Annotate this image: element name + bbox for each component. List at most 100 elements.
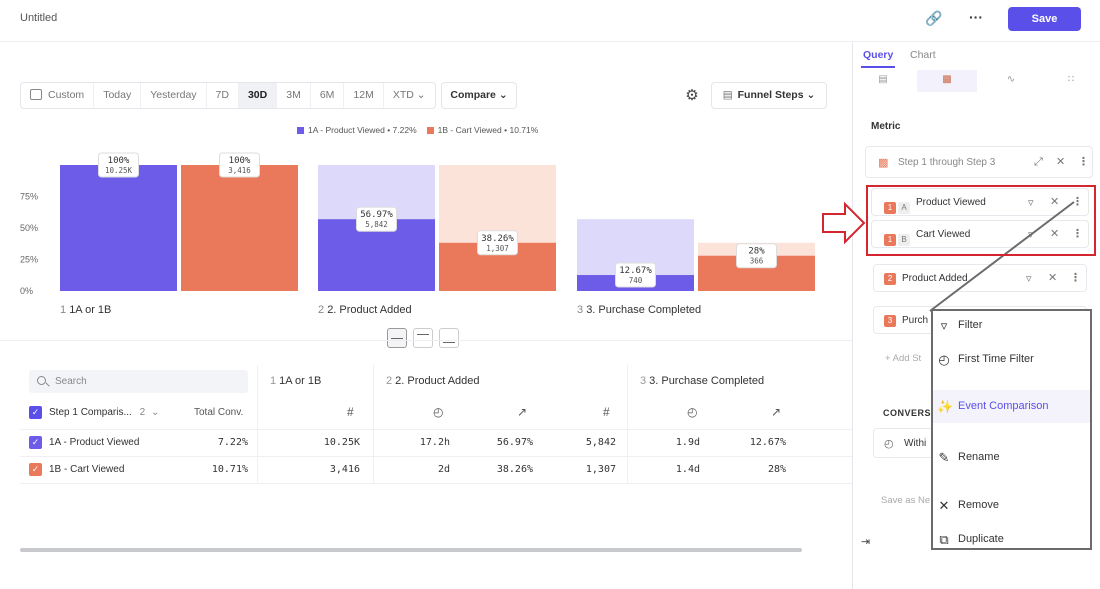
count-icon: # xyxy=(603,405,610,419)
date-range-3m[interactable]: 3M xyxy=(277,83,311,108)
add-step-button[interactable]: + Add St xyxy=(885,353,922,364)
legend-item-1b[interactable]: 1B - Cart Viewed • 10.71% xyxy=(426,125,538,135)
table-cell-time: 17.2h xyxy=(419,437,450,448)
menu-item-duplicate[interactable]: ⧉ Duplicate xyxy=(933,525,1090,555)
table-cell-pct: 56.97% xyxy=(496,437,533,448)
data-label-box xyxy=(736,243,777,269)
tab-query[interactable]: Query xyxy=(863,49,894,61)
table-row-name: 1A - Product Viewed xyxy=(49,437,140,448)
gear-icon[interactable]: ⚙ xyxy=(685,87,699,104)
more-horizontal-icon[interactable]: ··· xyxy=(969,9,983,25)
date-range-12m[interactable]: 12M xyxy=(344,83,384,108)
view-split-toggle[interactable] xyxy=(387,328,407,348)
date-range-7d[interactable]: 7D xyxy=(207,83,239,108)
date-range-yesterday[interactable]: Yesterday xyxy=(141,83,207,108)
menu-item-remove[interactable]: ✕ Remove xyxy=(938,498,999,513)
date-range-today[interactable]: Today xyxy=(94,83,142,108)
filter-icon[interactable]: ▿ xyxy=(1026,273,1032,285)
save-as-new-button[interactable]: Save as Ne xyxy=(881,495,931,506)
menu-item-filter[interactable]: ▿ Filter xyxy=(933,311,1090,341)
category-number: 1 xyxy=(60,304,69,316)
chart-legend: 1A - Product Viewed • 7.22% 1B - Cart Vi… xyxy=(297,125,538,135)
save-button[interactable]: Save xyxy=(1008,7,1081,31)
close-icon[interactable]: ✕ xyxy=(1050,228,1060,240)
step-badge: 2 xyxy=(884,273,896,285)
step-row-2[interactable]: 2 Product Added ▿ ✕ ⋮ xyxy=(873,264,1087,292)
conversion-icon: ↗ xyxy=(517,405,528,419)
data-label-box xyxy=(219,152,260,178)
row-checkbox-1a[interactable]: ✓ xyxy=(29,436,42,449)
annotation-arrow-icon xyxy=(822,201,866,245)
row-checkbox-1b[interactable]: ✓ xyxy=(29,463,42,476)
y-tick-label: 75% xyxy=(20,192,38,202)
clock-icon: ◴ xyxy=(938,352,950,367)
date-range-6m[interactable]: 6M xyxy=(311,83,345,108)
link-icon[interactable]: 🔗 xyxy=(925,10,943,26)
table-cell-count: 1,307 xyxy=(585,464,616,475)
data-label-pct: 28% xyxy=(748,247,765,257)
x-category-label: 2 2. Product Added xyxy=(318,304,412,316)
y-tick-label: 50% xyxy=(20,223,38,233)
bar xyxy=(181,165,298,291)
report-title[interactable]: Untitled xyxy=(20,12,58,24)
menu-item-event-comparison[interactable]: ✨ Event Comparison xyxy=(933,390,1090,423)
view-table-toggle[interactable] xyxy=(439,328,459,348)
more-vertical-icon[interactable]: ⋮ xyxy=(1072,228,1083,240)
x-category-label: 3 3. Purchase Completed xyxy=(577,304,701,316)
category-name: 3. Purchase Completed xyxy=(586,304,701,316)
funnel-steps-dropdown[interactable]: ▤ Funnel Steps ⌄ xyxy=(711,82,827,109)
step-comparison-header[interactable]: Step 1 Comparis... 2 ⌄ xyxy=(49,407,160,418)
menu-item-rename[interactable]: ✎ Rename xyxy=(938,450,1000,465)
more-vertical-icon[interactable]: ⋮ xyxy=(1070,272,1081,284)
collapse-icon[interactable]: ⤢ xyxy=(1034,156,1043,168)
date-range-30d[interactable]: 30D xyxy=(238,83,278,108)
select-all-checkbox[interactable]: ✓ xyxy=(29,406,42,419)
event-row-1b[interactable]: 1B Cart Viewed ▿ ✕ ⋮ xyxy=(871,220,1089,248)
tab-chart[interactable]: Chart xyxy=(910,49,936,61)
data-label-count: 1,307 xyxy=(486,244,509,253)
search-input[interactable]: Search xyxy=(29,370,248,393)
collapse-panel-icon[interactable]: ⇥ xyxy=(861,536,871,548)
compare-dropdown[interactable]: Compare ⌄ xyxy=(441,82,517,109)
event-name: Product Added xyxy=(902,273,968,284)
top-bar: Untitled 🔗 ··· Save xyxy=(0,0,1100,42)
close-icon[interactable]: ✕ xyxy=(1050,196,1060,208)
horizontal-scrollbar[interactable] xyxy=(20,548,802,552)
date-range-selector: Custom Today Yesterday 7D 30D 3M 6M 12M … xyxy=(20,82,436,109)
data-label-count: 10.25K xyxy=(105,166,133,175)
close-icon[interactable]: ✕ xyxy=(1048,272,1058,284)
close-icon[interactable]: ✕ xyxy=(1056,156,1066,168)
divider xyxy=(20,456,852,457)
table-cell-pct: 38.26% xyxy=(496,464,533,475)
date-range-xtd[interactable]: XTD ⌄ xyxy=(392,89,426,101)
category-number: 2 xyxy=(318,304,327,316)
letter-badge: B xyxy=(898,234,910,246)
view-toggles xyxy=(387,328,459,348)
x-category-label: 1 1A or 1B xyxy=(60,304,111,316)
chevron-down-icon: ⌄ xyxy=(416,89,426,101)
data-label-count: 3,416 xyxy=(228,166,251,175)
date-range-custom[interactable]: Custom xyxy=(21,83,95,108)
category-name: 1A or 1B xyxy=(69,304,111,316)
step-range-card[interactable]: ▩ Step 1 through Step 3 ⤢ ✕ ⋮ xyxy=(865,146,1093,178)
letter-badge: A xyxy=(898,202,910,214)
menu-item-first-time-filter[interactable]: ◴ First Time Filter xyxy=(938,352,1034,367)
filter-icon[interactable]: ▿ xyxy=(1028,197,1034,209)
funnels-chart-icon[interactable]: ▩ xyxy=(917,70,977,92)
view-chart-toggle[interactable] xyxy=(413,328,433,348)
active-tab-indicator xyxy=(861,66,895,68)
more-vertical-icon[interactable]: ⋮ xyxy=(1078,156,1089,168)
legend-item-1a[interactable]: 1A - Product Viewed • 7.22% xyxy=(297,125,417,135)
legend-swatch xyxy=(297,126,304,134)
retention-chart-icon[interactable]: ∷ xyxy=(1067,74,1075,85)
divider xyxy=(627,365,628,483)
category-name: 2. Product Added xyxy=(327,304,411,316)
chevron-down-icon: ⌄ xyxy=(806,89,816,101)
table-cell-total: 10.71% xyxy=(211,464,248,475)
flows-chart-icon[interactable]: ∿ xyxy=(1006,74,1016,85)
more-vertical-icon[interactable]: ⋮ xyxy=(1072,196,1083,208)
insights-chart-icon[interactable]: ▤ xyxy=(878,74,888,85)
divider xyxy=(257,365,258,483)
